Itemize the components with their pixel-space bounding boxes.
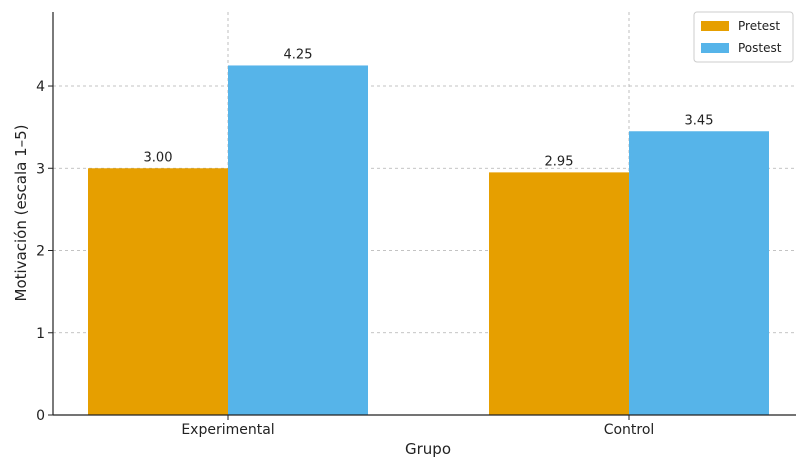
x-tick-label: Control xyxy=(604,422,655,438)
legend-swatch-pretest xyxy=(701,21,729,31)
data-label: 2.95 xyxy=(545,154,574,169)
axes xyxy=(48,12,796,420)
y-tick-label: 2 xyxy=(36,244,45,260)
y-axis-title: Motivación (escala 1–5) xyxy=(12,124,30,301)
x-axis-title: Grupo xyxy=(405,440,451,457)
bar-pretest-experimental xyxy=(88,168,228,415)
legend-label-pretest: Pretest xyxy=(738,19,780,33)
legend-label-postest: Postest xyxy=(738,41,782,55)
bar-postest-experimental xyxy=(228,65,368,416)
bar-pretest-control xyxy=(489,172,629,415)
bars xyxy=(88,65,769,416)
bar-postest-control xyxy=(629,131,769,415)
data-label: 3.00 xyxy=(144,150,173,165)
x-tick-label: Experimental xyxy=(181,422,274,438)
legend: Pretest Postest xyxy=(693,11,794,63)
y-tick-label: 0 xyxy=(36,408,45,424)
legend-swatch-postest xyxy=(701,43,729,53)
y-tick-label: 1 xyxy=(36,326,45,342)
data-label: 4.25 xyxy=(284,47,313,62)
y-tick-label: 3 xyxy=(36,161,45,177)
data-label: 3.45 xyxy=(685,113,714,128)
labels: 3.00 2.95 4.25 3.45 0 1 2 3 4 Experimental Control xyxy=(36,47,713,438)
y-tick-label: 4 xyxy=(36,79,45,95)
